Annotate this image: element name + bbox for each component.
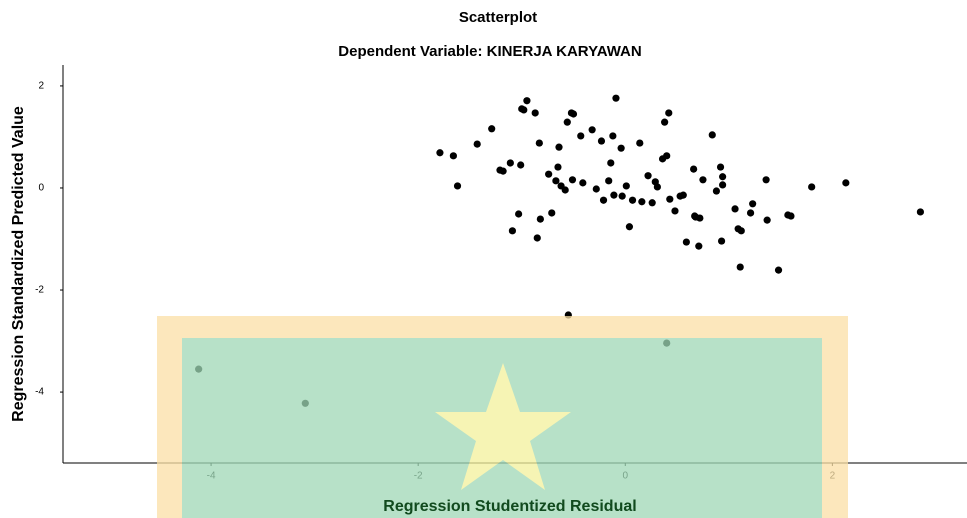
point [552,177,559,184]
point [749,200,756,207]
point [671,207,678,214]
point [787,212,794,219]
point [537,215,544,222]
point [763,176,770,183]
point [488,125,495,132]
point [593,185,600,192]
point [709,131,716,138]
point [917,208,924,215]
point [436,149,443,156]
y-tick-label: -2 [35,285,44,296]
y-tick-label: -4 [35,387,44,398]
y-axis-label: Regression Standardized Predicted Value [10,106,27,422]
point [545,171,552,178]
point [654,183,661,190]
point [719,181,726,188]
chart-subtitle: Dependent Variable: KINERJA KARYAWAN [338,43,641,60]
point [699,176,706,183]
point [520,106,527,113]
point [629,197,636,204]
point [638,198,645,205]
point [607,159,614,166]
point [618,145,625,152]
point [737,263,744,270]
point [696,214,703,221]
point [598,137,605,144]
point [775,267,782,274]
point [499,168,506,175]
point [564,119,571,126]
point [626,223,633,230]
watermark [157,316,848,518]
point [507,159,514,166]
point [683,238,690,245]
point [536,139,543,146]
point [605,177,612,184]
point [609,132,616,139]
point [665,109,672,116]
chart-title: Scatterplot [459,9,537,26]
y-tick-label: 0 [38,183,44,194]
point [713,187,720,194]
point [450,152,457,159]
point [666,196,673,203]
point [554,163,561,170]
point [612,95,619,102]
point [623,182,630,189]
point [663,152,670,159]
point [747,209,754,216]
point [474,140,481,147]
point [619,193,626,200]
y-tick-label: 2 [38,81,44,92]
point [562,186,569,193]
point [589,126,596,133]
point [738,227,745,234]
point [600,197,607,204]
x-axis-label: Regression Studentized Residual [383,498,636,515]
point [717,163,724,170]
point [610,192,617,199]
point [718,237,725,244]
point [548,209,555,216]
point [695,243,702,250]
point [515,210,522,217]
point [454,182,461,189]
point [661,119,668,126]
point [690,165,697,172]
point [680,192,687,199]
chart: Scatterplot Dependent Variable: KINERJA … [0,0,967,518]
point [636,139,643,146]
point [517,161,524,168]
point [731,205,738,212]
point [579,179,586,186]
point [764,217,771,224]
point [555,144,562,151]
point [719,173,726,180]
point [532,109,539,116]
point [569,176,576,183]
point [649,199,656,206]
point [523,97,530,104]
point [842,179,849,186]
point [808,183,815,190]
point [509,227,516,234]
point [577,132,584,139]
point [644,172,651,179]
point [570,110,577,117]
point [534,234,541,241]
